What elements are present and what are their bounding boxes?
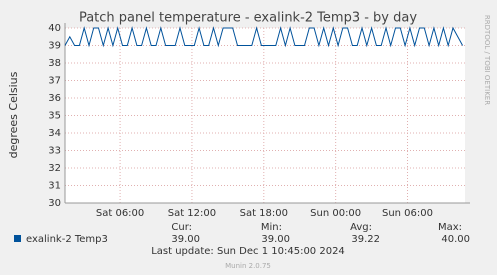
y-axis-label: degrees Celsius — [7, 71, 20, 158]
legend-label: exalink-2 Temp3 — [26, 234, 108, 245]
series-line — [64, 26, 464, 48]
legend-header: Cur: — [171, 222, 192, 233]
legend-stat: 39.22 — [351, 234, 380, 245]
legend-stat: 39.00 — [171, 234, 200, 245]
x-tick-label: Sat 12:00 — [168, 208, 216, 219]
legend-header: Max: — [438, 222, 462, 233]
legend-stat: 40.00 — [441, 234, 470, 245]
footer: Munin 2.0.75 — [225, 262, 271, 270]
y-tick-label: 37 — [48, 76, 61, 87]
x-tick-label: Sun 06:00 — [382, 208, 433, 219]
chart-title: Patch panel temperature - exalink-2 Temp… — [79, 11, 417, 26]
last-update: Last update: Sun Dec 1 10:45:00 2024 — [151, 246, 345, 257]
y-tick-label: 34 — [48, 128, 61, 139]
y-tick-label: 32 — [48, 163, 61, 174]
y-tick-label: 30 — [48, 198, 61, 209]
x-tick-label: Sun 00:00 — [310, 208, 361, 219]
x-tick-label: Sat 18:00 — [240, 208, 288, 219]
y-tick-label: 35 — [48, 111, 61, 122]
y-tick-label: 31 — [48, 181, 61, 192]
legend-header: Min: — [261, 222, 282, 233]
y-tick-label: 33 — [48, 146, 61, 157]
x-tick-label: Sat 06:00 — [96, 208, 144, 219]
y-tick-label: 40 — [48, 23, 61, 34]
y-tick-label: 36 — [48, 93, 61, 104]
y-tick-label: 38 — [48, 58, 61, 69]
side-label: RRDTOOL / TOBI OETIKER — [483, 15, 491, 105]
legend-swatch — [14, 235, 21, 242]
legend-header: Avg: — [350, 222, 372, 233]
y-tick-label: 39 — [48, 41, 61, 52]
legend-stat: 39.00 — [261, 234, 290, 245]
